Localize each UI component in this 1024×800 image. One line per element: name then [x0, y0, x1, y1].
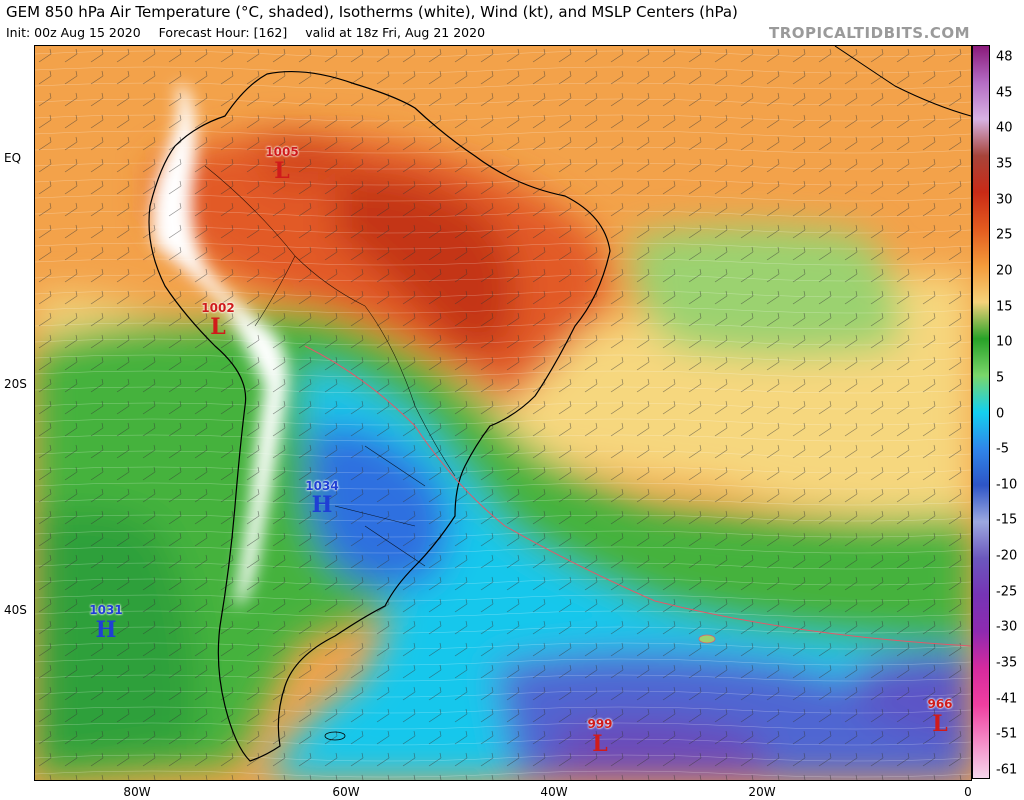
colorbar-tick-label: 30 — [996, 192, 1013, 208]
low-pressure-marker: L — [592, 731, 608, 757]
pressure-center-value: 966 — [927, 697, 953, 711]
colorbar-tick-label: -51 — [996, 726, 1018, 742]
lat-label-20s: 20S — [4, 377, 27, 391]
lat-label-40s: 40S — [4, 603, 27, 617]
forecast-hour: Forecast Hour: [162] — [158, 25, 288, 40]
colorbar-tick-label: 48 — [996, 49, 1013, 65]
colorbar-tick-label: -10 — [996, 477, 1018, 493]
map-title: GEM 850 hPa Air Temperature (°C, shaded)… — [6, 3, 738, 21]
pressure-center-value: 1005 — [265, 145, 299, 159]
colorbar-tick-label: 20 — [996, 263, 1013, 279]
colorbar-tick-label: -15 — [996, 512, 1018, 528]
init-time: Init: 00z Aug 15 2020 — [6, 25, 141, 40]
colorbar-tick-label: -35 — [996, 655, 1018, 671]
south-america-coastline — [148, 70, 611, 762]
colorbar-tick-label: 40 — [996, 120, 1013, 136]
zero-isotherm — [304, 345, 971, 647]
colorbar-tick-label: -20 — [996, 548, 1018, 564]
temperature-colorbar — [972, 45, 990, 779]
colorbar-tick-label: -30 — [996, 619, 1018, 635]
colorbar-tick-label: -41 — [996, 691, 1018, 707]
colorbar-tick-label: 45 — [996, 85, 1013, 101]
lon-label-40w: 40W — [540, 785, 568, 799]
country-borders — [204, 165, 456, 567]
colorbar-tick-label: 5 — [996, 370, 1005, 386]
low-pressure-marker: L — [210, 314, 226, 340]
brand-watermark: TROPICALTIDBITS.COM — [769, 24, 970, 42]
colorbar-tick-label: 10 — [996, 334, 1013, 350]
high-pressure-marker: H — [95, 617, 117, 643]
lon-label-80w: 80W — [123, 785, 151, 799]
map-canvas — [35, 46, 971, 780]
temperature-map — [34, 45, 972, 781]
low-pressure-marker: L — [274, 158, 290, 184]
lat-label-eq: EQ — [4, 151, 22, 165]
wind-barbs — [35, 46, 971, 780]
map-subtitle: Init: 00z Aug 15 2020 Forecast Hour: [16… — [6, 25, 499, 40]
colorbar-tick-label: 35 — [996, 156, 1013, 172]
colorbar-tick-label: -25 — [996, 584, 1018, 600]
pressure-center-value: 999 — [587, 717, 613, 731]
lon-label-20w: 20W — [748, 785, 776, 799]
colorbar-tick-label: -5 — [996, 441, 1009, 457]
lon-label-0: 0 — [964, 785, 972, 799]
falkland-islands — [324, 731, 346, 741]
africa-coastline — [834, 46, 971, 117]
south-georgia — [698, 634, 716, 644]
colorbar-tick-label: 0 — [996, 406, 1005, 421]
low-pressure-marker: L — [932, 711, 948, 737]
valid-time: valid at 18z Fri, Aug 21 2020 — [305, 25, 486, 40]
lon-label-60w: 60W — [332, 785, 360, 799]
high-pressure-marker: H — [311, 492, 333, 518]
colorbar-tick-label: -61 — [996, 762, 1018, 778]
colorbar-tick-label: 25 — [996, 227, 1013, 243]
pressure-center-value: 1034 — [305, 479, 339, 493]
pressure-center-value: 1002 — [201, 301, 235, 315]
pressure-center-value: 1031 — [89, 603, 123, 617]
colorbar-tick-label: 15 — [996, 299, 1013, 315]
